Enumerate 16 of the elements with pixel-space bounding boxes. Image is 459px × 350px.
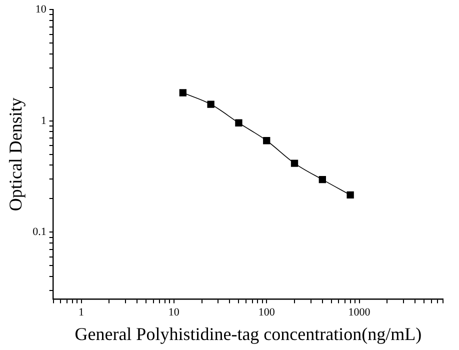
- point: [346, 191, 354, 199]
- y-tick-label: 10: [35, 3, 47, 16]
- x-tick-label: 10: [168, 306, 180, 319]
- point: [290, 160, 298, 167]
- point: [179, 89, 186, 96]
- point: [318, 176, 326, 184]
- y-tick-label: 0.1: [32, 226, 46, 238]
- point: [235, 119, 242, 126]
- x-tick-label: 100: [258, 306, 276, 319]
- y-axis-title: Optical Density: [6, 98, 26, 212]
- x-tick-label: 1000: [348, 306, 371, 319]
- x-axis-title: General Polyhistidine-tag concentration(ng/mL): [74, 324, 422, 344]
- y-tick-label: 1: [40, 114, 46, 127]
- x-tick-label: 1: [78, 306, 84, 319]
- point: [263, 137, 270, 144]
- point: [207, 100, 214, 108]
